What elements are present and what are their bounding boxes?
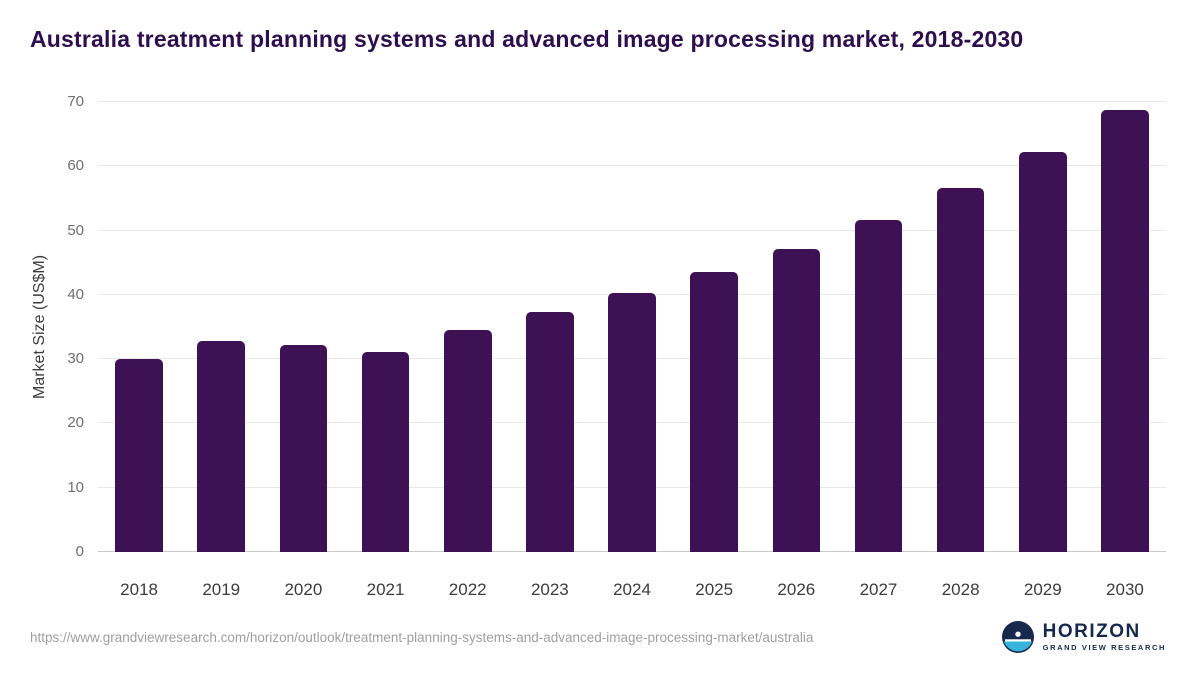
bar-column (180, 102, 262, 552)
x-tick-label-2020: 2020 (284, 580, 323, 599)
horizon-logo[interactable]: HORIZON GRAND VIEW RESEARCH (1001, 621, 1166, 653)
plot-area: 0 10 20 30 40 50 60 70 (67, 93, 1166, 560)
x-tick-label-2028: 2028 (941, 580, 980, 599)
bars-container (98, 102, 1166, 552)
y-tick-label: 60 (67, 157, 84, 175)
bar-column (837, 102, 919, 552)
gridline (98, 229, 1166, 231)
bar-column (509, 102, 591, 552)
logo-brand: HORIZON (1042, 621, 1141, 643)
x-tick-label-2030: 2030 (1106, 580, 1144, 599)
gridline (98, 165, 1166, 167)
bar-2025[interactable] (690, 272, 738, 552)
x-tick-label-2019: 2019 (202, 580, 241, 599)
bar-column (591, 102, 673, 552)
bar-2019[interactable] (197, 341, 246, 552)
bar-column (262, 102, 344, 552)
bar-column (755, 102, 837, 552)
bar-column (427, 102, 509, 552)
bar-2024[interactable] (608, 292, 656, 552)
bar-column (98, 102, 180, 552)
bar-2029[interactable] (1018, 151, 1067, 552)
x-tick-label-2025: 2025 (695, 580, 734, 599)
x-tick-label-2027: 2027 (859, 580, 898, 599)
x-tick-label-2018: 2018 (120, 580, 158, 599)
bar-column (344, 102, 426, 552)
horizon-logo-text: HORIZON GRAND VIEW RESEARCH (1043, 622, 1166, 652)
bar-2021[interactable] (361, 352, 410, 552)
horizon-logo-icon (1001, 621, 1034, 653)
x-tick-label-2026: 2026 (777, 580, 816, 599)
bar-column (1084, 102, 1166, 552)
bar-chart: Market Size (US$M) 0 10 20 30 40 50 60 70 2018 2… (30, 93, 1168, 600)
y-tick-label: 20 (67, 414, 84, 432)
bar-2026[interactable] (772, 248, 821, 552)
x-axis-labels: 2018 2019 2020 2021 2022 2023 2024 2025 2026 2027… (98, 564, 1166, 600)
bar-column (920, 102, 1002, 552)
bar-2020[interactable] (279, 345, 328, 552)
logo-subtitle: GRAND VIEW RESEARCH (1042, 643, 1166, 653)
bar-column (1002, 102, 1084, 552)
bar-2027[interactable] (854, 219, 903, 552)
y-tick-label: 50 (67, 221, 84, 239)
y-tick-label: 70 (67, 93, 84, 110)
footer: https://www.grandviewresearch.com/horizo… (30, 615, 1166, 659)
x-tick-label-2029: 2029 (1023, 580, 1062, 599)
x-tick-label-2022: 2022 (448, 580, 487, 599)
y-tick-label: 30 (67, 350, 84, 368)
y-tick-label: 10 (67, 478, 84, 496)
bar-column (673, 102, 755, 552)
y-tick-label: 40 (67, 285, 84, 303)
x-tick-label-2023: 2023 (530, 580, 569, 599)
gridline (98, 101, 1166, 102)
bar-2022[interactable] (443, 329, 492, 552)
bar-2023[interactable] (526, 311, 574, 552)
bar-2028[interactable] (936, 187, 985, 552)
x-tick-label-2021: 2021 (366, 580, 405, 599)
bar-2018[interactable] (115, 359, 163, 552)
x-tick-label-2024: 2024 (613, 580, 651, 599)
source-url: https://www.grandviewresearch.com/horizo… (30, 629, 814, 645)
chart-title: Australia treatment planning systems and… (30, 26, 1024, 52)
bar-2030[interactable] (1101, 110, 1149, 552)
y-tick-label: 0 (75, 543, 84, 560)
